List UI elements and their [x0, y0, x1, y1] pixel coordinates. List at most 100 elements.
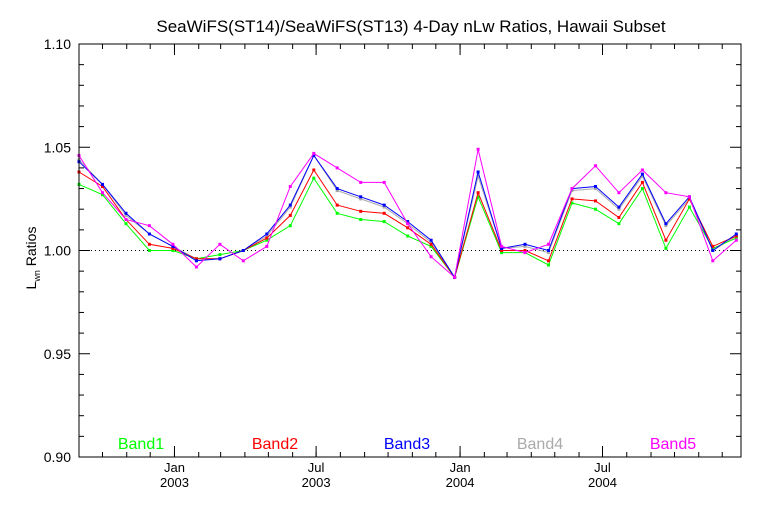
- data-point-band4: [617, 207, 621, 211]
- data-point-band2: [523, 249, 527, 252]
- y-tick-label: 0.90: [44, 449, 71, 465]
- data-point-band1: [382, 220, 386, 224]
- data-point-band3: [711, 249, 715, 252]
- data-point-band1: [711, 246, 715, 250]
- data-point-band5: [101, 191, 104, 195]
- data-point-band4: [335, 189, 339, 193]
- legend-entry-band5: Band5: [650, 436, 696, 453]
- data-point-band5: [359, 180, 363, 184]
- data-point-band4: [594, 187, 597, 191]
- x-tick-label-month: Jan: [450, 460, 471, 475]
- data-point-band5: [523, 251, 527, 255]
- data-point-band1: [335, 211, 339, 215]
- data-point-band5: [312, 151, 316, 155]
- data-point-band2: [711, 244, 715, 248]
- data-point-band3: [101, 182, 104, 186]
- data-point-band5: [640, 168, 644, 172]
- data-point-band1: [288, 224, 292, 228]
- data-point-band5: [476, 147, 480, 151]
- data-point-band2: [335, 203, 339, 207]
- data-point-band3: [406, 220, 410, 224]
- y-axis-label: Lwn Ratios: [23, 227, 42, 290]
- plot-frame: [78, 43, 742, 458]
- data-point-band1: [570, 201, 574, 205]
- data-point-band1: [312, 176, 316, 180]
- x-tick-label-month: Jul: [308, 460, 325, 475]
- data-point-band3: [312, 154, 316, 157]
- data-point-band3: [523, 242, 527, 246]
- y-axis-label-rest: Ratios: [23, 227, 39, 271]
- data-point-band5: [288, 185, 292, 188]
- data-point-band1: [664, 246, 668, 250]
- data-point-band2: [265, 236, 269, 240]
- series-line-band4: [78, 154, 737, 279]
- data-point-band1: [171, 249, 175, 252]
- data-point-band2: [617, 216, 621, 219]
- data-point-band3: [241, 249, 245, 252]
- x-tick-label-year: 2003: [302, 475, 331, 490]
- data-point-band1: [429, 244, 433, 248]
- data-point-band4: [382, 205, 386, 209]
- data-point-band4: [570, 189, 574, 193]
- data-point-band2: [664, 238, 668, 242]
- data-point-band5: [382, 180, 386, 184]
- series-line-band3: [78, 154, 737, 279]
- data-point-band5: [500, 244, 504, 248]
- y-tick-label: 1.00: [44, 243, 71, 259]
- data-point-band2: [429, 242, 433, 246]
- data-point-band1: [124, 222, 128, 226]
- data-point-band5: [547, 242, 550, 246]
- data-point-band4: [523, 244, 527, 248]
- legend-entry-band3: Band3: [384, 436, 430, 453]
- data-point-band1: [594, 207, 597, 211]
- x-tick-label-year: 2004: [446, 475, 475, 490]
- x-tick-label-year: 2003: [160, 475, 189, 490]
- data-point-band3: [547, 249, 550, 252]
- data-point-band5: [711, 259, 715, 263]
- data-point-band1: [218, 253, 222, 257]
- data-point-band2: [171, 246, 175, 250]
- data-point-band4: [265, 234, 269, 238]
- data-point-band5: [406, 222, 410, 226]
- data-point-band5: [594, 164, 597, 168]
- data-point-band1: [406, 234, 410, 238]
- x-tick-label-year: 2004: [588, 475, 617, 490]
- data-point-band5: [194, 265, 198, 269]
- data-point-band5: [617, 191, 621, 195]
- data-point-band3: [359, 195, 363, 199]
- data-point-band1: [547, 263, 550, 267]
- legend-entry-band2: Band2: [252, 436, 298, 453]
- data-point-band3: [171, 244, 175, 248]
- data-point-band3: [617, 205, 621, 209]
- data-point-band5: [734, 238, 738, 242]
- data-point-band2: [547, 259, 550, 263]
- data-point-band2: [476, 191, 480, 195]
- y-tick-label: 0.95: [44, 346, 71, 362]
- data-point-band4: [476, 174, 480, 178]
- data-point-band4: [664, 224, 668, 228]
- data-point-band3: [265, 232, 269, 236]
- data-point-band3: [594, 185, 597, 188]
- data-point-band2: [288, 213, 292, 217]
- data-point-band2: [147, 242, 151, 246]
- data-point-band2: [382, 211, 386, 215]
- data-point-band2: [101, 185, 104, 188]
- x-tick-label-month: Jan: [164, 460, 185, 475]
- data-point-band3: [147, 232, 151, 236]
- data-point-band2: [640, 180, 644, 184]
- legend-entry-band1: Band1: [118, 436, 164, 453]
- data-point-band1: [101, 193, 104, 197]
- data-point-band3: [734, 232, 738, 236]
- legend: Band1 Band2 Band3 Band4 Band5: [118, 436, 696, 453]
- axes: 0.900.951.001.051.10Jan2003Jul2003Jan200…: [44, 36, 741, 490]
- data-point-band2: [406, 226, 410, 230]
- data-point-band3: [194, 259, 198, 263]
- data-point-band5: [664, 191, 668, 195]
- data-point-band2: [594, 199, 597, 203]
- data-point-band2: [570, 197, 574, 201]
- data-point-band5: [570, 187, 574, 191]
- data-point-band4: [288, 205, 292, 209]
- data-point-band4: [429, 240, 433, 244]
- data-point-band1: [500, 251, 504, 255]
- data-point-band1: [617, 222, 621, 226]
